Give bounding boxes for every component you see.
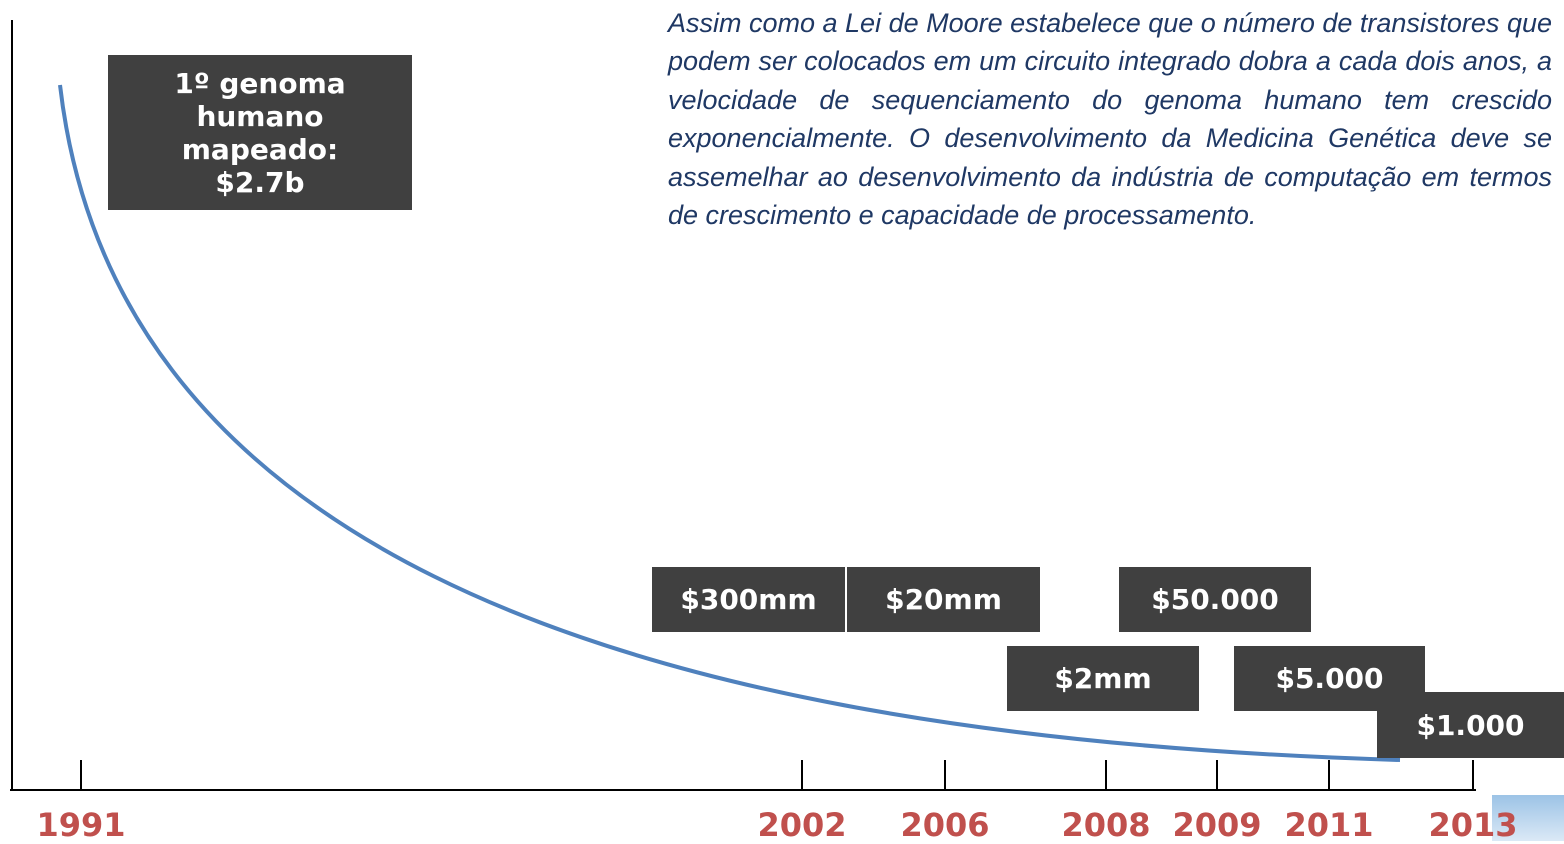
year-label: 2008: [1061, 806, 1151, 844]
cost-box: $300mm: [652, 567, 845, 632]
description: Assim como a Lei de Moore estabelece que…: [668, 8, 1552, 231]
cost-box: 1º genoma humano mapeado: $2.7b: [108, 55, 412, 210]
year-label: 2013: [1428, 806, 1518, 844]
cost-box: $50.000: [1119, 567, 1311, 632]
year-label: 2002: [757, 806, 847, 844]
year-label: 1991: [36, 806, 126, 844]
cost-curve: [58, 84, 1401, 762]
logo-fragment: [1492, 795, 1564, 841]
year-label: 2011: [1284, 806, 1374, 844]
cost-box: $20mm: [847, 567, 1040, 632]
cost-box: $5.000: [1234, 646, 1425, 711]
year-label: 2009: [1172, 806, 1262, 844]
cost-box: $2mm: [1007, 646, 1199, 711]
year-label: 2006: [900, 806, 990, 844]
cost-box: $1.000: [1377, 692, 1564, 758]
